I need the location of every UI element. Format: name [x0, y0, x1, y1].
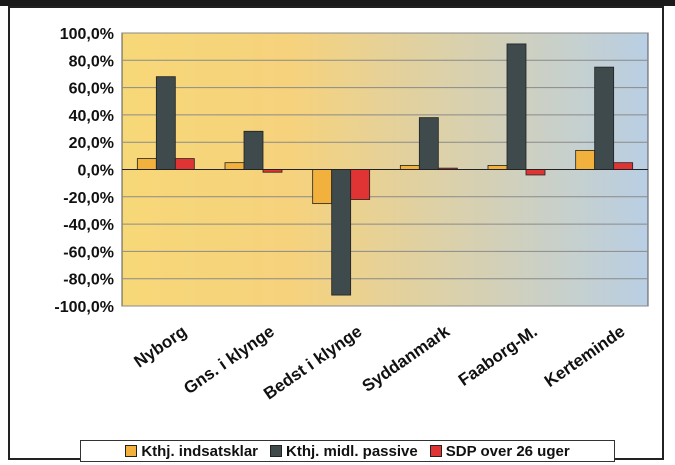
- x-tick-label: Kerteminde: [541, 322, 629, 391]
- legend-label: Kthj. midl. passive: [286, 442, 418, 460]
- x-tick-label: Syddanmark: [359, 321, 454, 395]
- bar: [136, 158, 157, 170]
- legend-swatch: [125, 445, 138, 457]
- bar: [525, 169, 546, 176]
- x-tick-label: Bedst i klynge: [260, 322, 365, 404]
- bar: [613, 162, 634, 170]
- y-tick-label: 80,0%: [69, 53, 114, 70]
- bar: [243, 130, 264, 170]
- bar: [418, 117, 439, 170]
- y-tick-label: -40,0%: [63, 217, 114, 234]
- bar: [155, 76, 176, 170]
- bar: [594, 66, 615, 170]
- bar: [506, 43, 527, 170]
- legend-label: SDP over 26 uger: [445, 442, 570, 460]
- top-band: [0, 0, 675, 6]
- x-tick-label: Faaborg-M.: [455, 322, 541, 390]
- bar: [331, 169, 352, 296]
- bar: [350, 169, 371, 200]
- y-tick-label: 0,0%: [78, 163, 114, 180]
- y-tick-label: 100,0%: [60, 26, 114, 43]
- bar: [312, 169, 333, 205]
- y-tick-label: 60,0%: [69, 81, 114, 98]
- bar: [487, 165, 508, 170]
- legend-item: Kthj. midl. passive: [270, 443, 418, 460]
- y-axis-tick-labels: 100,0% 80,0% 60,0% 40,0% 20,0% 0,0% -20,0% -40,…: [54, 26, 114, 316]
- bar: [224, 162, 245, 170]
- bar: [575, 149, 596, 170]
- y-tick-label: -20,0%: [63, 190, 114, 207]
- gridlines: [122, 32, 648, 307]
- legend: Kthj. indsatsklar Kthj. midl. passive SDP …: [80, 440, 615, 462]
- bar: [174, 158, 195, 170]
- y-tick-label: -100,0%: [54, 299, 114, 316]
- y-tick-label: 20,0%: [69, 135, 114, 152]
- legend-swatch: [429, 445, 442, 457]
- x-tick-label: Nyborg: [130, 322, 190, 372]
- bars: [136, 43, 634, 296]
- legend-item: SDP over 26 uger: [429, 442, 570, 460]
- legend-label: Kthj. indsatsklar: [141, 442, 259, 460]
- y-tick-label: 40,0%: [69, 108, 114, 125]
- bar: [399, 165, 420, 170]
- legend-swatch: [270, 445, 283, 457]
- legend-item: Kthj. indsatsklar: [125, 443, 258, 460]
- y-tick-label: -80,0%: [63, 272, 114, 289]
- y-tick-label: -60,0%: [63, 244, 114, 261]
